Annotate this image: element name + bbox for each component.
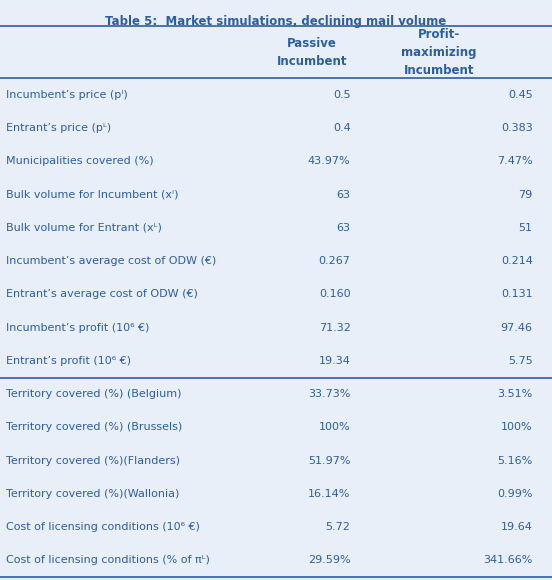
Text: Entrant’s average cost of ODW (€): Entrant’s average cost of ODW (€) [6, 289, 198, 299]
Text: 33.73%: 33.73% [308, 389, 351, 399]
Text: 0.131: 0.131 [501, 289, 533, 299]
Text: 97.46: 97.46 [501, 322, 533, 333]
Text: 5.16%: 5.16% [497, 456, 533, 466]
Text: 51.97%: 51.97% [308, 456, 351, 466]
Text: 5.75: 5.75 [508, 356, 533, 366]
Text: 63: 63 [337, 223, 351, 233]
Text: Entrant’s price (pᴸ): Entrant’s price (pᴸ) [6, 123, 110, 133]
Text: Cost of licensing conditions (% of πᴸ): Cost of licensing conditions (% of πᴸ) [6, 556, 209, 566]
Text: Territory covered (%)(Wallonia): Territory covered (%)(Wallonia) [6, 489, 179, 499]
Text: 0.45: 0.45 [508, 90, 533, 100]
Text: 0.4: 0.4 [333, 123, 351, 133]
Text: 0.160: 0.160 [319, 289, 351, 299]
Text: 0.267: 0.267 [319, 256, 351, 266]
Text: Bulk volume for Incumbent (xᴵ): Bulk volume for Incumbent (xᴵ) [6, 190, 178, 200]
Text: Territory covered (%) (Belgium): Territory covered (%) (Belgium) [6, 389, 181, 399]
Text: 100%: 100% [319, 422, 351, 433]
Text: Incumbent’s profit (10⁶ €): Incumbent’s profit (10⁶ €) [6, 322, 149, 333]
Text: Incumbent’s price (pᴵ): Incumbent’s price (pᴵ) [6, 90, 128, 100]
Text: 19.64: 19.64 [501, 522, 533, 532]
Text: 5.72: 5.72 [326, 522, 351, 532]
Text: 79: 79 [518, 190, 533, 200]
Text: Incumbent’s average cost of ODW (€): Incumbent’s average cost of ODW (€) [6, 256, 216, 266]
Text: 0.214: 0.214 [501, 256, 533, 266]
Text: 7.47%: 7.47% [497, 157, 533, 166]
Text: Territory covered (%)(Flanders): Territory covered (%)(Flanders) [6, 456, 179, 466]
Text: Bulk volume for Entrant (xᴸ): Bulk volume for Entrant (xᴸ) [6, 223, 161, 233]
Text: 0.5: 0.5 [333, 90, 351, 100]
Text: Territory covered (%) (Brussels): Territory covered (%) (Brussels) [6, 422, 182, 433]
Text: 0.99%: 0.99% [497, 489, 533, 499]
Text: 100%: 100% [501, 422, 533, 433]
Text: 29.59%: 29.59% [308, 556, 351, 566]
Text: 63: 63 [337, 190, 351, 200]
Text: 43.97%: 43.97% [308, 157, 351, 166]
Text: 71.32: 71.32 [319, 322, 351, 333]
Text: Profit-
maximizing
Incumbent: Profit- maximizing Incumbent [401, 28, 476, 77]
Text: Municipalities covered (%): Municipalities covered (%) [6, 157, 153, 166]
Text: 0.383: 0.383 [501, 123, 533, 133]
Text: Cost of licensing conditions (10⁶ €): Cost of licensing conditions (10⁶ €) [6, 522, 199, 532]
Text: Entrant’s profit (10⁶ €): Entrant’s profit (10⁶ €) [6, 356, 130, 366]
Text: 3.51%: 3.51% [497, 389, 533, 399]
Text: 16.14%: 16.14% [308, 489, 351, 499]
Text: 341.66%: 341.66% [484, 556, 533, 566]
Text: 51: 51 [519, 223, 533, 233]
Text: Passive
Incumbent: Passive Incumbent [277, 37, 347, 68]
Text: 19.34: 19.34 [319, 356, 351, 366]
Text: Table 5:  Market simulations, declining mail volume: Table 5: Market simulations, declining m… [105, 14, 447, 27]
